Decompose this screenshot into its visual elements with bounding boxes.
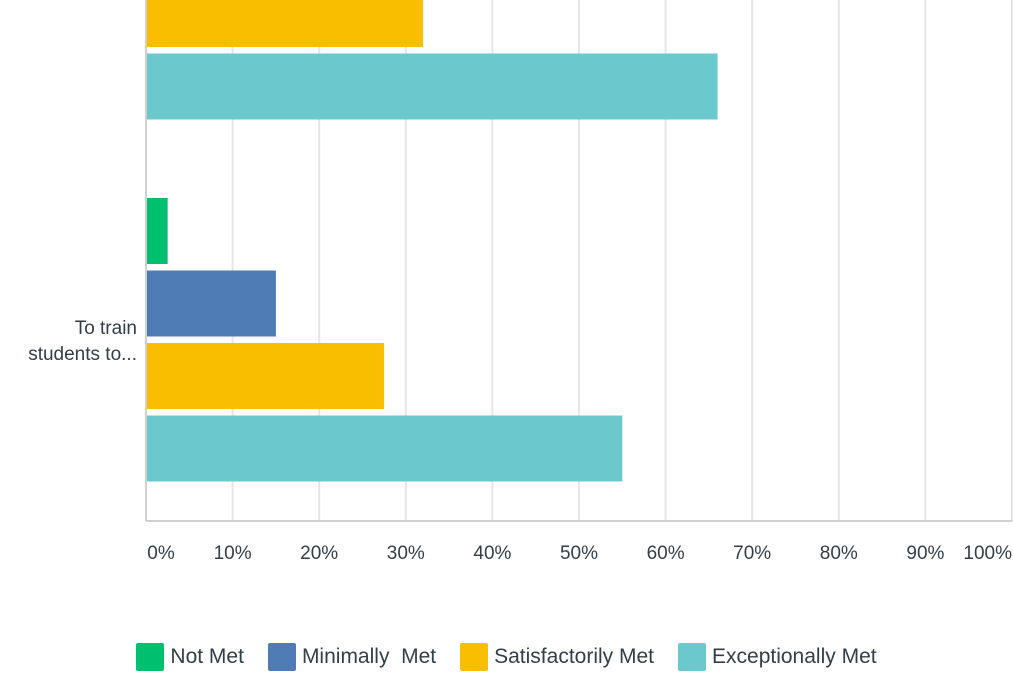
legend-swatch xyxy=(460,643,489,671)
legend-swatch xyxy=(678,643,707,671)
bar-not-met[interactable] xyxy=(146,198,168,264)
bar-chart: 0% 10% 20% 30% 40% 50% 60% 70% 80% 90% 100% To tra… xyxy=(28,0,1013,564)
bar-satisfactorily-met[interactable] xyxy=(146,343,385,409)
legend-label: Not Met xyxy=(170,645,244,668)
x-tick-label: 80% xyxy=(820,543,858,564)
x-tick-label: 0% xyxy=(147,543,175,564)
x-tick-label: 20% xyxy=(300,543,338,564)
x-tick-label: 10% xyxy=(214,543,252,564)
bars xyxy=(146,0,718,482)
x-tick-label: 100% xyxy=(963,543,1012,564)
legend-item[interactable]: Not Met xyxy=(136,643,244,671)
bar-satisfactorily-met[interactable] xyxy=(146,0,424,47)
legend-item[interactable]: Minimally Met xyxy=(267,643,437,671)
x-tick-label: 70% xyxy=(733,543,771,564)
x-tick-label: 30% xyxy=(387,543,425,564)
category-labels: To train students to... xyxy=(28,318,137,365)
x-tick-label: 90% xyxy=(906,543,944,564)
legend: Not Met Minimally Met Satisfactorily Met Ex… xyxy=(0,640,1013,674)
bar-exceptionally-met[interactable] xyxy=(146,53,718,120)
bar-exceptionally-met[interactable] xyxy=(146,415,623,482)
x-tick-labels: 0% 10% 20% 30% 40% 50% 60% 70% 80% 90% 100% xyxy=(147,543,1012,564)
legend-label: Satisfactorily Met xyxy=(494,645,655,668)
x-tick-label: 40% xyxy=(473,543,511,564)
legend-item[interactable]: Satisfactorily Met xyxy=(460,643,654,671)
category-label: To train students to... xyxy=(28,318,137,365)
legend-swatch xyxy=(267,643,296,671)
x-axis xyxy=(145,0,1012,522)
legend-label: Minimally Met xyxy=(301,645,437,668)
x-tick-label: 60% xyxy=(647,543,685,564)
legend-item[interactable]: Exceptionally Met xyxy=(678,643,877,671)
x-tick-label: 50% xyxy=(560,543,598,564)
bar-minimally-met[interactable] xyxy=(146,270,276,337)
legend-swatch xyxy=(136,643,165,671)
legend-label: Exceptionally Met xyxy=(712,645,877,668)
